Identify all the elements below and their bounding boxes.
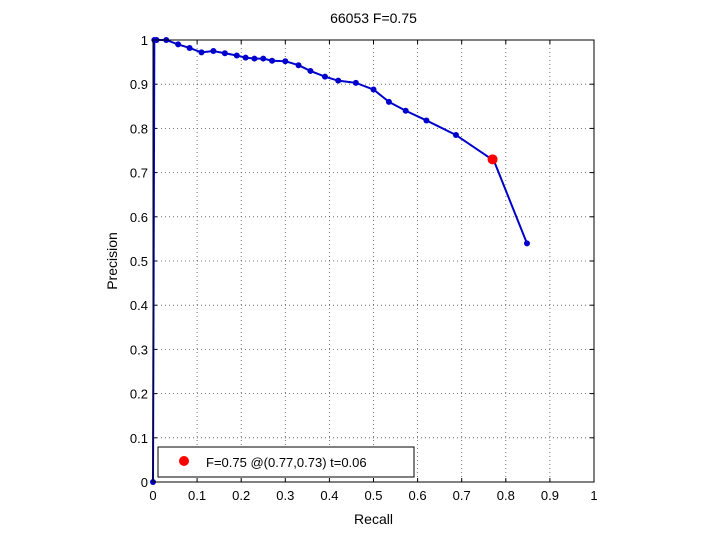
x-axis-label: Recall [354, 511, 393, 527]
y-tick-label: 0.3 [130, 342, 148, 357]
legend-label: F=0.75 @(0.77,0.73) t=0.06 [206, 455, 367, 470]
pr-point [402, 107, 409, 114]
legend-marker [179, 456, 189, 466]
pr-point [260, 55, 267, 62]
axis-ticks: 0 0.1 0.2 0.3 0.4 0.5 0.6 0.7 0.8 0.9 1 0 0.1 0.2 0.3 0… [130, 33, 598, 503]
pr-point [385, 98, 392, 105]
pr-point [423, 117, 430, 124]
y-tick-label: 0.2 [130, 387, 148, 402]
pr-point [523, 240, 530, 247]
legend-box [157, 446, 415, 478]
x-tick-label: 0.8 [497, 488, 515, 503]
pr-point [452, 132, 459, 139]
x-tick-label: 0.3 [276, 488, 294, 503]
x-tick-label: 0 [149, 488, 156, 503]
x-tick-label: 1 [590, 488, 597, 503]
y-tick-label: 0.9 [130, 77, 148, 92]
x-tick-label: 0.4 [320, 488, 338, 503]
pr-point [198, 49, 205, 56]
pr-point [335, 77, 342, 84]
pr-point [282, 58, 289, 65]
grid [153, 40, 594, 482]
y-tick-label: 1 [141, 33, 148, 48]
x-tick-label: 0.7 [453, 488, 471, 503]
y-tick-label: 0 [141, 475, 148, 490]
plot-frame [152, 39, 595, 483]
y-tick-label: 0.5 [130, 254, 148, 269]
y-tick-label: 0.4 [130, 298, 148, 313]
pr-point [186, 44, 193, 51]
pr-point [295, 62, 302, 69]
best-f-point [487, 154, 498, 165]
x-tick-label: 0.2 [232, 488, 250, 503]
y-tick-label: 0.1 [130, 431, 148, 446]
pr-point [307, 67, 314, 74]
y-tick-label: 0.6 [130, 210, 148, 225]
chart-title: 66053 F=0.75 [330, 10, 417, 26]
pr-point [352, 79, 359, 86]
pr-point [175, 41, 182, 48]
pr-point [233, 52, 240, 59]
pr-point [210, 48, 217, 55]
y-tick-label: 0.8 [130, 121, 148, 136]
x-tick-label: 0.5 [364, 488, 382, 503]
pr-point [221, 50, 228, 57]
x-tick-label: 0.6 [409, 488, 427, 503]
pr-point [251, 55, 258, 62]
x-tick-label: 0.1 [188, 488, 206, 503]
pr-point [370, 86, 377, 93]
legend: F=0.75 @(0.77,0.73) t=0.06 [157, 446, 415, 478]
pr-point [242, 54, 249, 61]
pr-point [269, 57, 276, 64]
pr-point [321, 73, 328, 80]
x-tick-label: 0.9 [541, 488, 559, 503]
y-axis-label: Precision [104, 232, 120, 290]
y-tick-label: 0.7 [130, 166, 148, 181]
